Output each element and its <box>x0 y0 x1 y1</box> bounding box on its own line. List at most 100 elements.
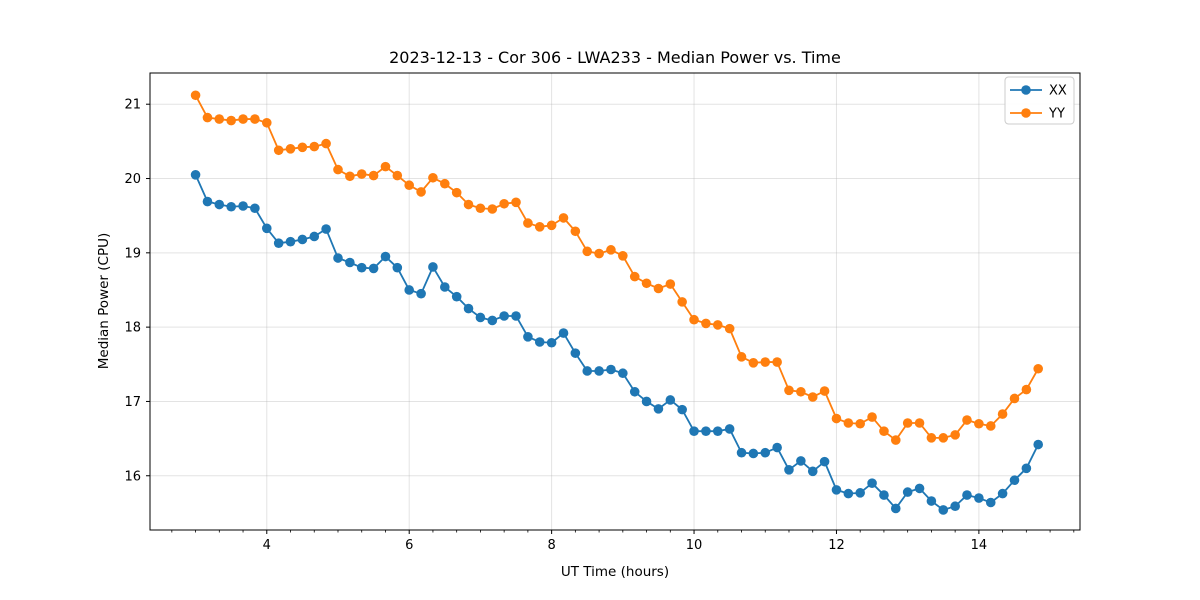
series-yy-marker <box>523 218 533 228</box>
series-yy-marker <box>914 418 925 428</box>
series-yy-marker <box>701 318 711 329</box>
series-yy-marker <box>985 421 996 431</box>
series-xx-marker <box>926 496 937 506</box>
series-yy-marker <box>392 170 403 181</box>
series-yy-marker <box>760 357 771 367</box>
series-yy-marker <box>428 172 438 183</box>
series-xx-marker <box>997 488 1008 499</box>
series-xx-marker <box>440 282 450 292</box>
series-yy-marker <box>843 418 854 428</box>
series-xx-marker <box>606 364 616 375</box>
series-yy-marker <box>297 142 308 153</box>
series-xx-marker <box>689 426 699 436</box>
grid-lines <box>150 73 1080 530</box>
series-yy-marker <box>962 415 972 425</box>
series-yy-marker <box>902 418 913 428</box>
legend-sample-marker <box>1021 108 1031 118</box>
series-xx-marker <box>226 201 236 212</box>
legend-label: YY <box>1048 107 1065 122</box>
series-yy-marker <box>261 117 272 128</box>
series-xx-marker <box>451 291 462 302</box>
series-yy-marker <box>772 357 782 367</box>
series-xx-marker <box>273 238 284 248</box>
series-xx-marker <box>428 262 438 272</box>
series-yy-marker <box>333 164 343 175</box>
plot-border <box>149 72 1081 531</box>
y-tick-label: 19 <box>124 246 141 261</box>
series-xx-marker <box>701 426 711 436</box>
series-yy-marker <box>511 197 521 208</box>
series-yy-marker <box>1009 393 1020 404</box>
series-yy-line <box>194 94 1039 441</box>
series-yy-marker <box>380 161 391 172</box>
series-xx-marker <box>784 465 794 475</box>
series-yy-marker <box>867 412 877 422</box>
series-yy-marker <box>606 245 616 255</box>
series-yy-marker <box>1021 384 1032 395</box>
series-yy-marker <box>879 426 889 436</box>
series-xx-marker <box>974 493 984 503</box>
series-xx-marker <box>724 424 735 434</box>
series-yy-marker <box>475 203 486 214</box>
x-tick-label: 8 <box>547 538 555 553</box>
series-yy-marker <box>345 171 355 182</box>
series-yy-marker <box>1033 363 1043 374</box>
series-yy-marker <box>665 279 676 289</box>
series-xx-marker <box>641 396 652 407</box>
series-xx-marker <box>345 257 355 268</box>
series-xx-marker <box>594 366 604 376</box>
series-xx-marker <box>321 224 331 234</box>
series-yy-marker <box>416 187 426 197</box>
series-xx-marker <box>333 253 343 263</box>
x-tick-label: 6 <box>405 538 413 553</box>
series-xx-marker <box>914 483 925 494</box>
series-xx-marker <box>843 488 854 499</box>
series-xx-marker <box>950 501 960 512</box>
series-xx-line <box>194 174 1040 511</box>
series-xx-marker <box>190 170 201 180</box>
chart-title: 2023-12-13 - Cor 306 - LWA233 - Median P… <box>389 48 841 67</box>
series-xx-marker <box>879 490 889 500</box>
series-yy-marker <box>784 385 794 396</box>
series-xx-marker <box>807 466 818 477</box>
series-yy-marker <box>748 358 759 368</box>
series-yy-marker <box>273 145 284 156</box>
y-tick-label: 20 <box>124 172 141 187</box>
series-yy-marker <box>238 114 248 124</box>
series-yy-marker <box>404 180 415 191</box>
series-xx-marker <box>392 262 403 273</box>
series-xx-marker <box>1009 475 1020 486</box>
series-xx-marker <box>736 447 747 458</box>
series-xx-marker <box>938 505 949 515</box>
series-yy-marker <box>321 138 331 149</box>
series-xx-marker <box>819 456 830 467</box>
x-tick-label: 14 <box>971 538 988 553</box>
series-xx-marker <box>250 203 260 214</box>
series-xx-marker <box>677 404 687 415</box>
series-yy-marker <box>724 323 735 334</box>
series-yy-marker <box>926 433 937 443</box>
series-xx-marker <box>546 337 557 348</box>
series-yy-marker <box>831 413 842 424</box>
y-axis-label: Median Power (CPU) <box>96 233 112 369</box>
series-yy-marker <box>440 178 450 189</box>
series-yy-marker <box>190 90 201 101</box>
series-xx-marker <box>867 478 877 488</box>
series-xx-marker <box>985 497 996 508</box>
x-tick-label: 4 <box>263 538 271 553</box>
series-yy-marker <box>356 169 367 179</box>
series-xx-marker <box>796 456 806 466</box>
series-yy-marker <box>712 320 723 330</box>
series-yy-marker <box>807 392 818 402</box>
x-axis-label: UT Time (hours) <box>561 564 669 580</box>
series-xx-marker <box>523 332 533 342</box>
series-yy-marker <box>558 213 569 223</box>
series-xx-marker <box>356 262 367 273</box>
series-xx-marker <box>416 288 426 299</box>
series-yy-marker <box>950 430 960 440</box>
series-yy-marker <box>855 418 865 429</box>
axis-tick-labels: 4 6 8 10 12 14 16 17 18 19 20 21 <box>124 98 987 553</box>
series-xx-marker <box>902 487 913 497</box>
series-xx-marker <box>712 426 723 436</box>
